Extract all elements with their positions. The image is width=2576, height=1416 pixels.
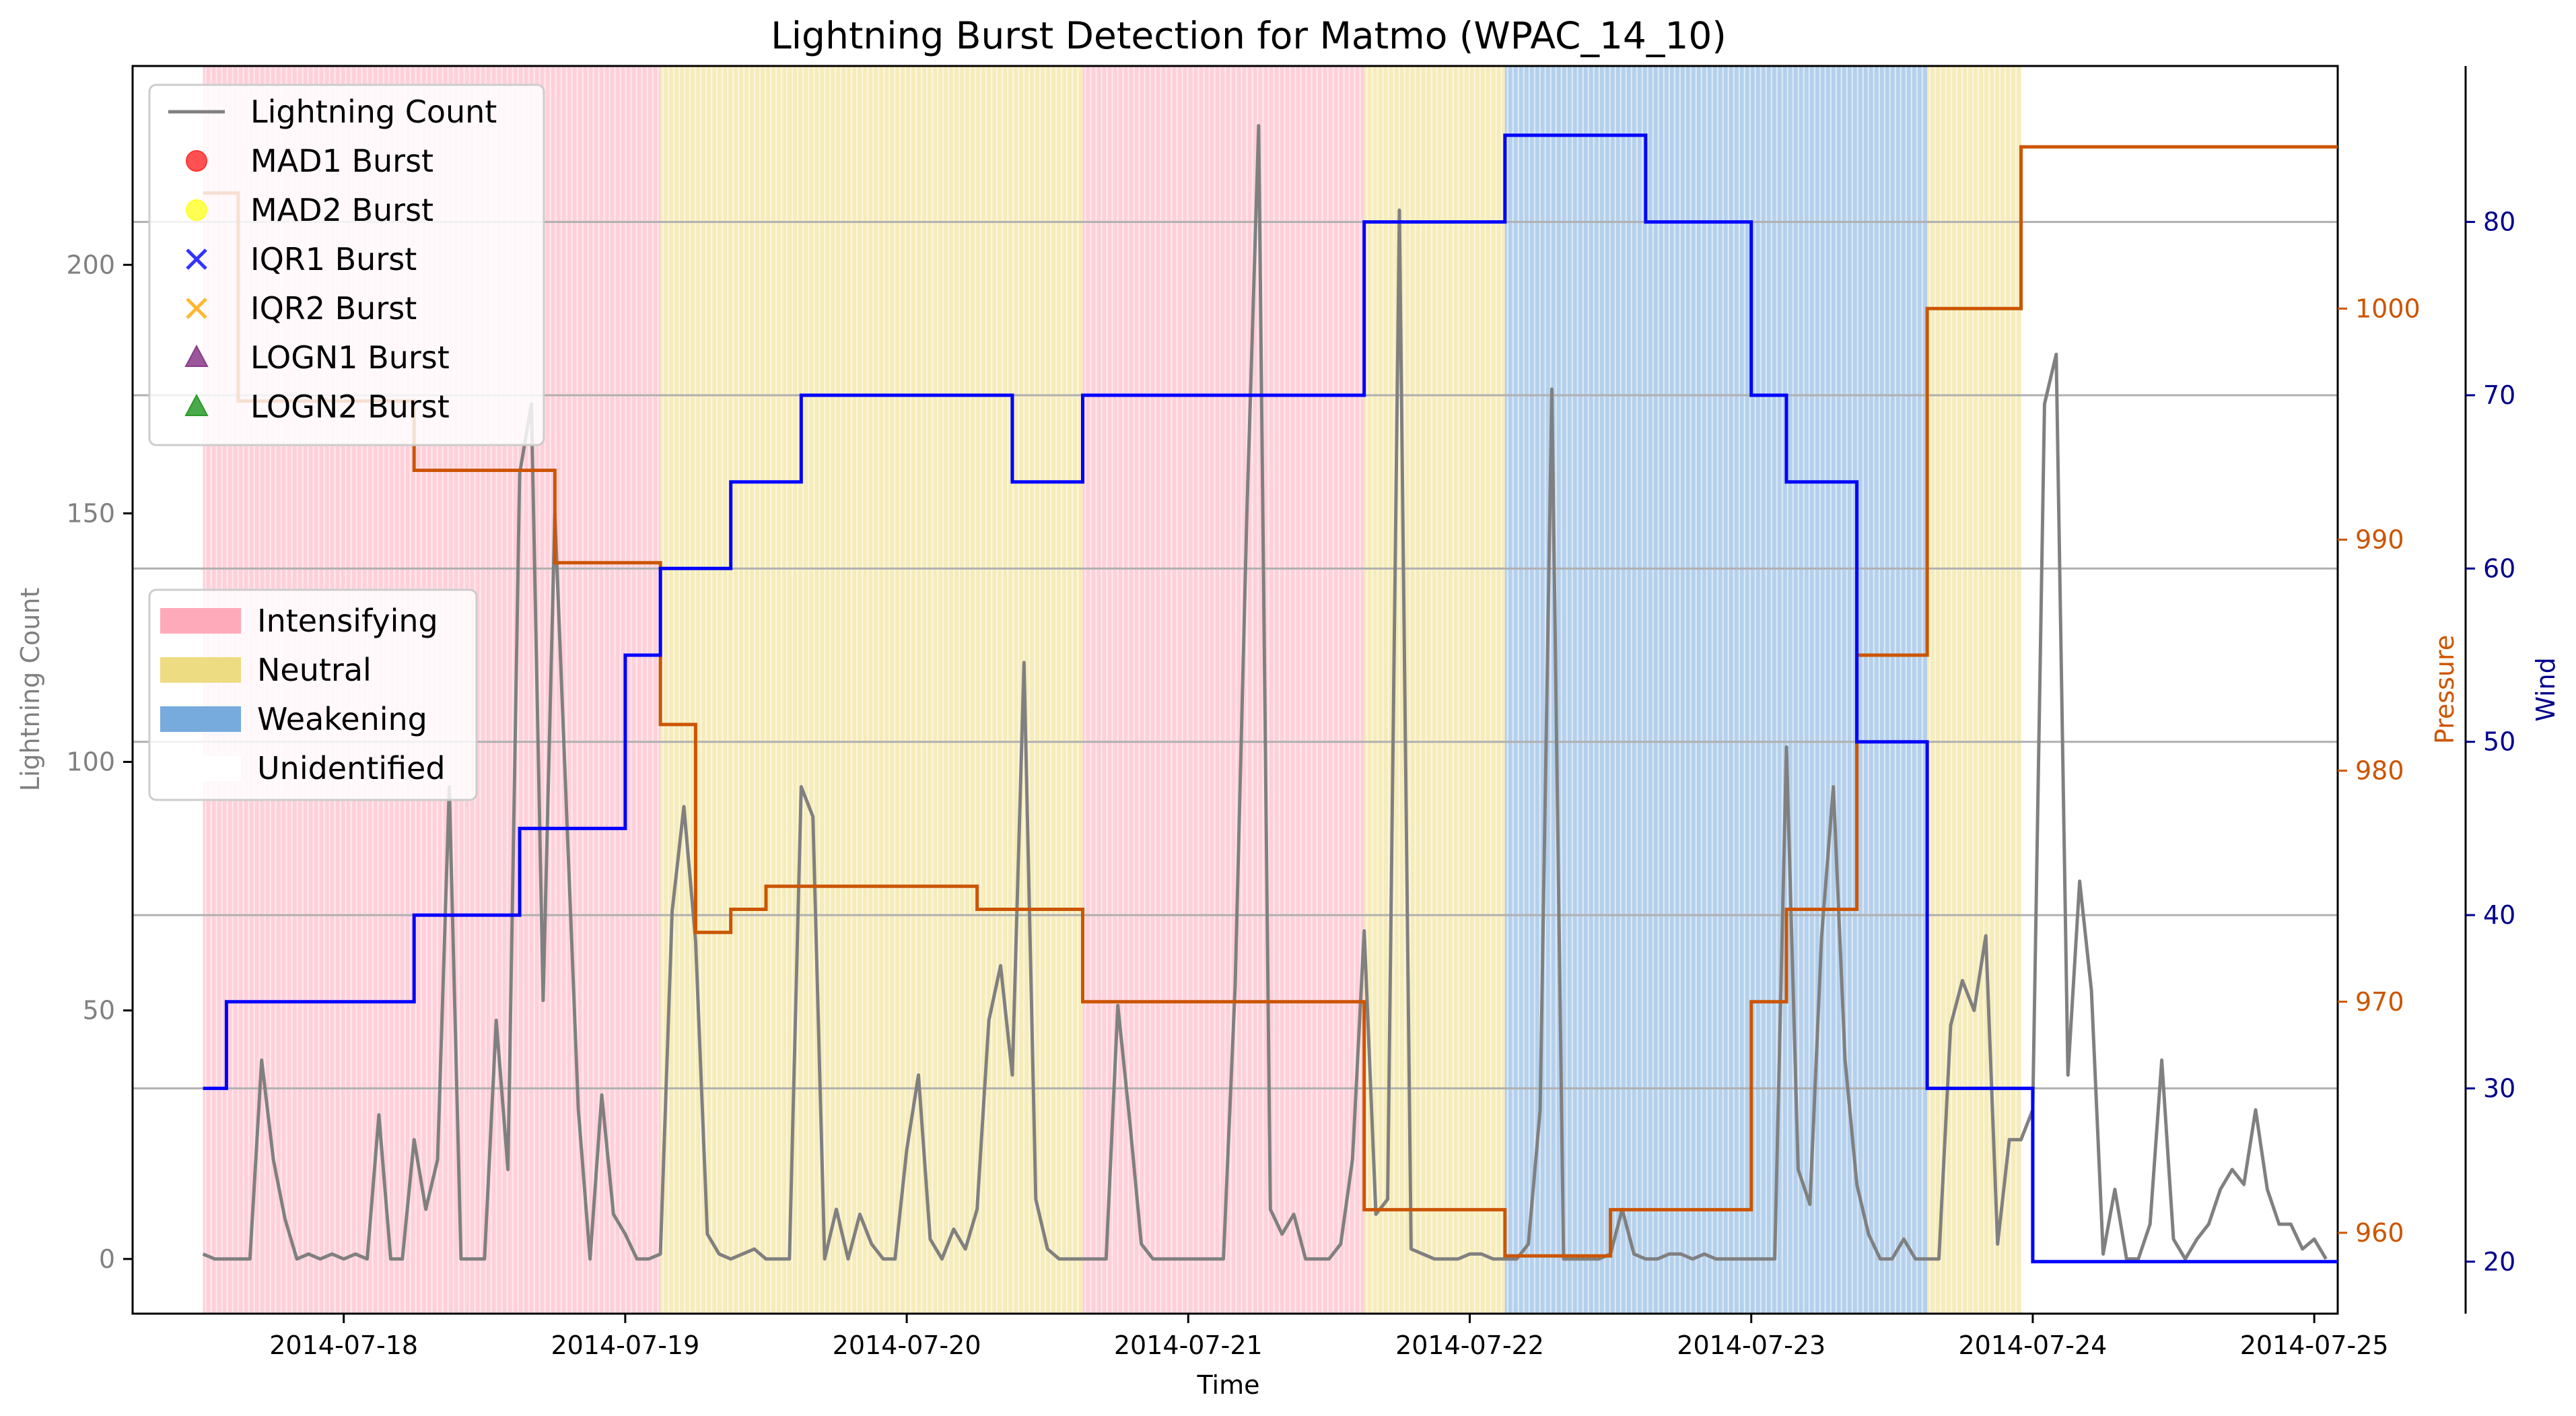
legend-phase-swatch (160, 657, 241, 683)
series-layer (202, 124, 2338, 1264)
legend-label: LOGN2 Burst (250, 389, 450, 425)
y-left-tick-label: 50 (83, 996, 115, 1025)
x-axis: 2014-07-18 2014-07-19 2014-07-20 2014-07-21… (269, 1314, 2389, 1360)
plot-frame (131, 65, 2339, 1315)
legend-label: Unidentified (257, 750, 446, 786)
legend-triangle-marker (184, 344, 209, 367)
legend-phase-swatch (160, 755, 241, 781)
y-pressure-tick-label: 970 (2355, 987, 2404, 1017)
wind-line (203, 133, 2338, 1264)
y-wind-tick-label: 30 (2483, 1073, 2515, 1103)
legend-x-marker (186, 298, 207, 319)
legend-phase-swatch (160, 706, 241, 732)
y-pressure-tick-label: 990 (2355, 525, 2404, 554)
legend-label: IQR1 Burst (250, 241, 417, 277)
y-pressure-tick-label: 1000 (2355, 294, 2421, 323)
y-left-tick-label: 200 (66, 250, 115, 279)
y-wind-tick-label: 20 (2483, 1247, 2515, 1277)
x-tick-label: 2014-07-24 (1959, 1330, 2108, 1360)
legend-burst-markers: Lightning Count MAD1 Burst MAD2 Burst IQR1 … (148, 83, 545, 446)
y-axis-left-label: Lightning Count (15, 588, 45, 792)
y-left-tick-label: 0 (99, 1244, 115, 1274)
legend-phases: Intensifying Neutral Weakening Unidentified (148, 588, 478, 801)
phase-band-neutral (1364, 66, 1505, 1314)
phase-band-hatching (1506, 66, 1923, 1314)
legend-label: Intensifying (257, 603, 438, 639)
y-pressure-tick-label: 960 (2355, 1218, 2404, 1248)
x-tick-label: 2014-07-19 (551, 1330, 699, 1360)
y-axis-lightning-count: 0 50 100 150 200 (66, 250, 133, 1274)
phase-band-neutral (660, 66, 1083, 1314)
y-wind-tick-label: 40 (2483, 900, 2515, 930)
legend-label: IQR2 Burst (250, 290, 417, 327)
phase-band-weakening (1504, 66, 1928, 1314)
x-axis-label: Time (1197, 1370, 1260, 1400)
x-tick-label: 2014-07-22 (1395, 1330, 1544, 1360)
legend-circle-marker (186, 199, 207, 221)
x-tick-label: 2014-07-18 (269, 1330, 418, 1360)
phase-band-hatching (662, 66, 1079, 1314)
y-axis-wind-label: Wind (2531, 657, 2561, 722)
phase-band-hatching (1929, 66, 2017, 1314)
legend-circle-marker (186, 150, 207, 172)
legend-label: Weakening (257, 701, 427, 737)
x-tick-label: 2014-07-25 (2240, 1330, 2389, 1360)
legend-label: MAD1 Burst (250, 143, 433, 179)
y-axis-pressure: 960 970 980 990 1000 (2338, 294, 2421, 1248)
y-wind-tick-label: 50 (2483, 727, 2515, 757)
y-wind-tick-label: 70 (2483, 380, 2515, 410)
x-tick-label: 2014-07-20 (833, 1330, 981, 1360)
legend-box (148, 83, 545, 446)
legend-phase-box (148, 588, 478, 801)
y-left-tick-label: 150 (66, 498, 115, 528)
y-left-tick-label: 100 (66, 747, 115, 777)
x-tick-label: 2014-07-21 (1114, 1330, 1263, 1360)
legend-label: LOGN1 Burst (250, 339, 450, 376)
y-axis-wind: 20 30 40 50 60 70 80 (2464, 66, 2515, 1314)
legend-phase-swatch (160, 608, 241, 634)
legend-triangle-marker (184, 393, 209, 416)
y-wind-tick-label: 60 (2483, 553, 2515, 583)
y-pressure-tick-label: 980 (2355, 756, 2404, 786)
y-axis-pressure-label: Pressure (2430, 635, 2460, 744)
legend-x-marker (186, 248, 207, 270)
pressure-line (203, 145, 2338, 1258)
legend-label: MAD2 Burst (250, 192, 433, 228)
legend-label: Lightning Count (250, 94, 497, 130)
x-tick-label: 2014-07-23 (1677, 1330, 1825, 1360)
phase-band-hatching (1084, 66, 1361, 1314)
y-wind-tick-label: 80 (2483, 207, 2515, 237)
chart-title: Lightning Burst Detection for Matmo (WPA… (771, 14, 1727, 57)
legend-label: Neutral (257, 652, 372, 688)
